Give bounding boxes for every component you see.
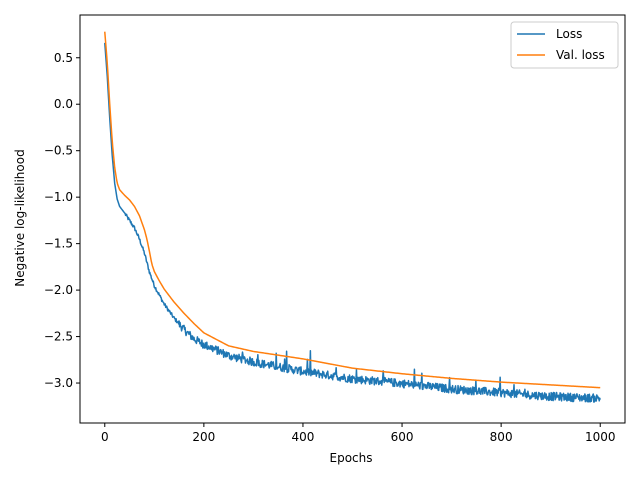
y-axis-label: Negative log-likelihood xyxy=(13,149,27,286)
y-tick-label: −2.0 xyxy=(44,283,73,297)
x-axis-label: Epochs xyxy=(330,451,373,465)
legend: Loss Val. loss xyxy=(510,21,619,69)
series-line-loss xyxy=(104,42,601,403)
legend-label: Loss xyxy=(556,27,582,41)
series-line-val-loss xyxy=(104,31,601,389)
y-tick-label: −1.5 xyxy=(44,237,73,251)
y-tick-label: −1.0 xyxy=(44,190,73,204)
y-tick-label: −0.5 xyxy=(44,144,73,158)
plot-area xyxy=(104,31,601,403)
x-tick-label: 200 xyxy=(192,430,215,444)
y-tick-label: 0.5 xyxy=(54,51,73,65)
x-tick-label: 600 xyxy=(391,430,414,444)
y-tick-label: −2.5 xyxy=(44,330,73,344)
legend-label: Val. loss xyxy=(556,48,605,62)
x-tick-label: 0 xyxy=(101,430,109,444)
x-tick-label: 1000 xyxy=(585,430,616,444)
x-tick-label: 800 xyxy=(490,430,513,444)
ticks: 0 200 400 600 800 1000 0.5 0.0 −0.5 −1.0 −1.5 −2.0 −… xyxy=(44,51,616,444)
axes xyxy=(79,14,626,424)
y-tick-label: −3.0 xyxy=(44,376,73,390)
y-tick-label: 0.0 xyxy=(54,97,73,111)
x-tick-label: 400 xyxy=(292,430,315,444)
axes-frame xyxy=(79,14,626,424)
